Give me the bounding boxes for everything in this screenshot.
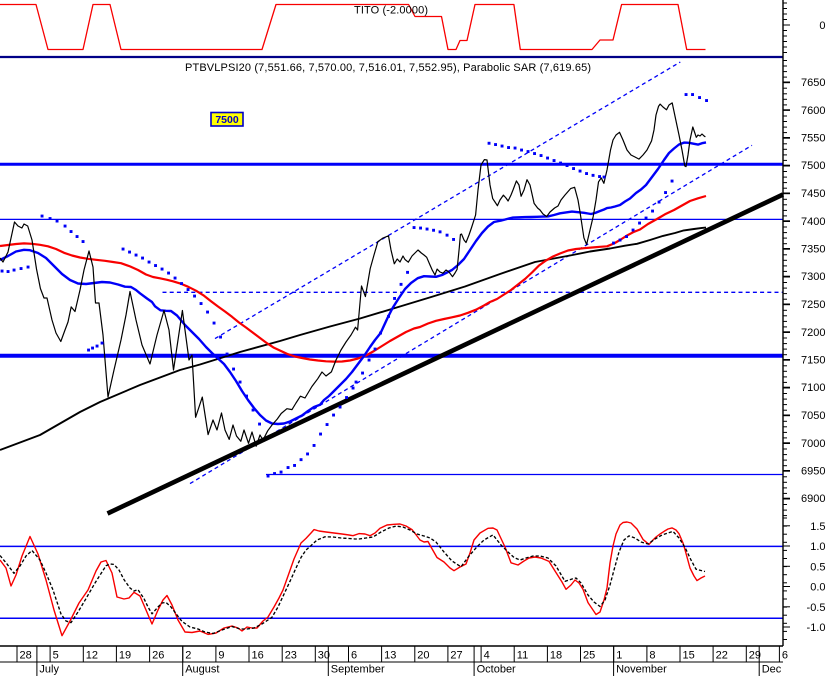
svg-text:September: September — [331, 664, 385, 676]
svg-text:Dec: Dec — [762, 664, 782, 676]
svg-text:16: 16 — [252, 650, 264, 662]
svg-text:12: 12 — [86, 650, 98, 662]
svg-text:6: 6 — [782, 650, 788, 662]
svg-text:7200: 7200 — [801, 327, 825, 339]
svg-text:7350: 7350 — [801, 244, 825, 256]
svg-text:0.0: 0.0 — [810, 582, 825, 594]
svg-text:9: 9 — [218, 650, 224, 662]
svg-text:0: 0 — [819, 20, 825, 32]
svg-text:8: 8 — [649, 650, 655, 662]
svg-text:6: 6 — [351, 650, 357, 662]
svg-text:PTBVLPSI20 (7,551.66, 7,570.00: PTBVLPSI20 (7,551.66, 7,570.00, 7,516.01… — [185, 62, 591, 74]
svg-text:0.5: 0.5 — [810, 561, 825, 573]
svg-text:15: 15 — [683, 650, 695, 662]
svg-text:2: 2 — [185, 650, 191, 662]
svg-text:7500: 7500 — [801, 160, 825, 172]
svg-text:October: October — [477, 664, 516, 676]
svg-text:7400: 7400 — [801, 216, 825, 228]
svg-text:7650: 7650 — [801, 77, 825, 89]
svg-text:6950: 6950 — [801, 466, 825, 478]
svg-text:TITO (-2.0000): TITO (-2.0000) — [354, 5, 428, 17]
svg-text:7100: 7100 — [801, 382, 825, 394]
svg-text:26: 26 — [152, 650, 164, 662]
svg-text:7450: 7450 — [801, 188, 825, 200]
svg-text:6900: 6900 — [801, 493, 825, 505]
svg-text:19: 19 — [119, 650, 131, 662]
svg-text:28: 28 — [20, 650, 32, 662]
svg-text:7150: 7150 — [801, 355, 825, 367]
svg-text:-0.5: -0.5 — [807, 602, 826, 614]
svg-text:20: 20 — [417, 650, 429, 662]
svg-text:1.0: 1.0 — [810, 541, 825, 553]
svg-text:November: November — [616, 664, 667, 676]
svg-text:11: 11 — [517, 650, 528, 662]
svg-text:July: July — [39, 664, 59, 676]
svg-text:7500: 7500 — [215, 114, 239, 126]
svg-text:30: 30 — [318, 650, 330, 662]
svg-text:7050: 7050 — [801, 410, 825, 422]
svg-text:1: 1 — [616, 650, 622, 662]
svg-text:25: 25 — [583, 650, 595, 662]
svg-text:7600: 7600 — [801, 105, 825, 117]
svg-text:22: 22 — [716, 650, 728, 662]
svg-text:1.5: 1.5 — [810, 521, 825, 533]
svg-text:7300: 7300 — [801, 271, 825, 283]
svg-text:7000: 7000 — [801, 438, 825, 450]
svg-text:5: 5 — [53, 650, 59, 662]
svg-text:4: 4 — [484, 650, 490, 662]
svg-text:18: 18 — [550, 650, 562, 662]
svg-text:27: 27 — [450, 650, 462, 662]
svg-text:13: 13 — [384, 650, 396, 662]
svg-text:23: 23 — [285, 650, 297, 662]
svg-text:7250: 7250 — [801, 299, 825, 311]
svg-text:7550: 7550 — [801, 133, 825, 145]
svg-text:29: 29 — [749, 650, 761, 662]
svg-text:-1.0: -1.0 — [807, 622, 826, 634]
svg-text:August: August — [185, 664, 219, 676]
